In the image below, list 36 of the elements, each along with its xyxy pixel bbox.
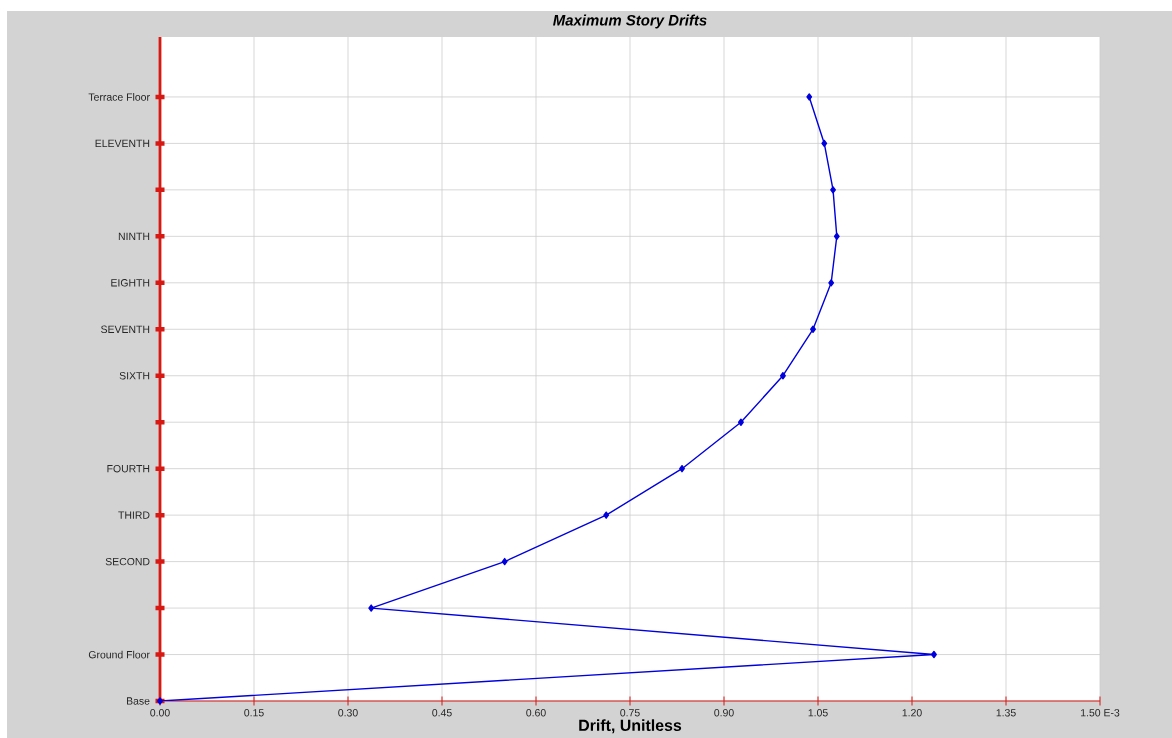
y-tick-label: SECOND xyxy=(105,557,150,566)
point xyxy=(368,604,375,612)
point xyxy=(779,372,786,380)
point xyxy=(737,418,744,426)
x-tick-label: 1.50 E-3 xyxy=(1081,709,1120,717)
x-tick-label: 0.00 xyxy=(150,709,170,717)
chart-title: Maximum Story Drifts xyxy=(553,14,707,29)
point xyxy=(603,511,610,519)
point xyxy=(806,93,813,101)
point xyxy=(833,232,840,241)
y-tick-label: SEVENTH xyxy=(101,325,150,333)
x-tick-label: 1.20 xyxy=(902,709,922,717)
point xyxy=(501,557,508,566)
y-tick-label: FOURTH xyxy=(107,464,150,473)
x-tick-label: 1.05 xyxy=(808,709,828,717)
x-tick-label: 1.35 xyxy=(996,709,1016,717)
y-tick-label: EIGHTH xyxy=(111,279,150,287)
y-tick-label: NINTH xyxy=(118,232,150,240)
x-tick-label: 0.75 xyxy=(620,709,640,717)
y-tick-label: Terrace Floor xyxy=(88,93,150,101)
x-tick-label: 0.60 xyxy=(526,709,546,717)
y-tick-label: ELEVENTH xyxy=(95,139,150,148)
point xyxy=(830,186,836,194)
x-tick-label: 0.90 xyxy=(714,709,734,717)
y-tick-label: THIRD xyxy=(118,511,150,519)
y-tick-label: Base xyxy=(127,697,150,705)
x-axis-title: Drift, Unitless xyxy=(579,719,682,734)
x-tick-label: 0.30 xyxy=(338,709,358,717)
x-tick-label: 0.15 xyxy=(244,709,264,717)
point xyxy=(828,279,835,287)
point xyxy=(157,697,163,705)
x-tick-label: 0.45 xyxy=(432,709,452,717)
y-tick-label: Ground Floor xyxy=(88,650,150,659)
point xyxy=(810,325,816,333)
point xyxy=(821,139,828,148)
y-tick-label: SIXTH xyxy=(119,372,150,380)
